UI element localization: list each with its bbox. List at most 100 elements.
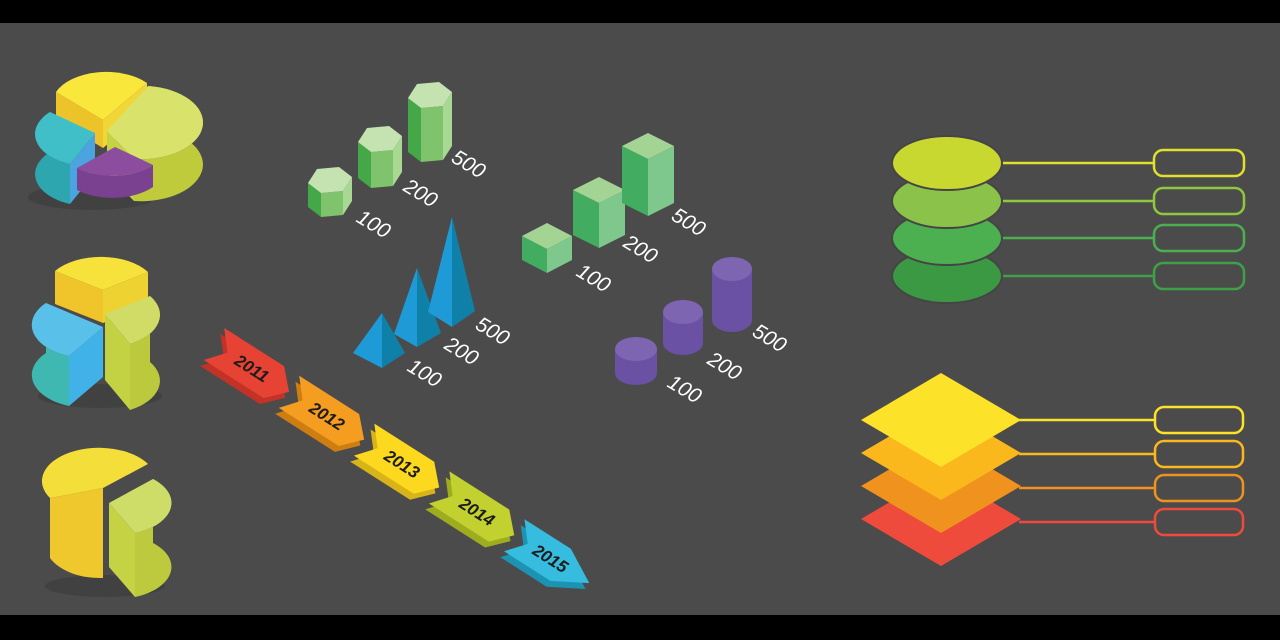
bar-value-label: 500 (447, 146, 489, 184)
pie-slice-green-top (109, 479, 172, 533)
hex-prism-100 (308, 167, 352, 217)
timeline-segment-2015: 2015 (500, 519, 590, 590)
cylinder-bar-chart: 100 200 500 (615, 257, 791, 408)
cylinder-top (615, 337, 657, 361)
cuboid-right-face (547, 236, 572, 273)
pie-slice-blue-top (31, 303, 103, 356)
cuboid-left-face (522, 236, 547, 273)
pie-slice-green-top (105, 296, 160, 344)
callout-box (1153, 439, 1245, 469)
hex-top-face (408, 82, 452, 108)
pie-slice-purple-top (77, 147, 153, 176)
hex-left-face (358, 142, 371, 188)
pie-slice-yellow-wall (50, 488, 103, 579)
cylinder-500 (712, 257, 752, 332)
callout-box (1153, 473, 1245, 503)
disc-layer-1 (891, 135, 1003, 191)
cuboid-200 (573, 177, 625, 248)
segment-arrow (278, 375, 365, 446)
segment-arrow (504, 519, 590, 584)
cylinder-body (712, 269, 752, 332)
cuboid-left-face (622, 146, 648, 216)
hex-front-face (421, 106, 443, 162)
bar-value-label: 500 (748, 320, 790, 358)
timeline-segment-2014: 2014 (425, 471, 515, 548)
pyramid-bar-chart: 100 200 500 (353, 217, 514, 392)
callout-box (1152, 223, 1246, 253)
cylinder-top (663, 300, 703, 324)
pyramid-right-face (382, 313, 405, 368)
hex-prism-bar-chart: 100 200 500 (308, 82, 490, 243)
pyramid-left-face (394, 268, 417, 347)
cuboid-left-face (573, 190, 599, 248)
cylinder-top (712, 257, 752, 281)
segment-arrow (203, 327, 290, 399)
callout-box (1153, 507, 1245, 537)
pyramid-right-face (452, 217, 475, 327)
pyramid-100 (353, 313, 405, 368)
pie-chart-exploded (28, 71, 203, 210)
pie-chart-two-slice (41, 447, 172, 597)
hex-right-face (443, 92, 452, 160)
cylinder-200 (663, 300, 703, 355)
pyramid-right-face (417, 268, 441, 347)
callout-box (1152, 261, 1246, 291)
pyramid-200 (394, 268, 441, 347)
pie-slice-yellow-left-wall (55, 271, 103, 323)
top-letterbox-bar (0, 0, 1280, 23)
hex-front-face (371, 150, 393, 188)
timeline-segment-2011: 2011 (200, 327, 290, 405)
hex-right-face (343, 177, 352, 215)
stacked-discs-diagram (891, 135, 1246, 304)
cylinder-100 (615, 337, 657, 385)
bar-value-label: 100 (572, 260, 614, 298)
bar-value-label: 100 (663, 371, 705, 409)
bottom-letterbox-bar (0, 615, 1280, 640)
cuboid-right-face (599, 190, 625, 248)
pyramid-left-face (353, 313, 382, 368)
pie-slice-green-top (107, 86, 203, 160)
pie-slice-yellow-top (55, 256, 148, 290)
cuboid-top-face (622, 133, 674, 159)
timeline-ribbon: 2011 2012 2013 2014 2015 (200, 327, 590, 590)
hex-top-face (308, 167, 352, 193)
callout-box (1153, 405, 1245, 435)
pie-slice-blue-front (69, 327, 103, 406)
cuboid-500 (622, 133, 674, 216)
hex-right-face (393, 136, 402, 186)
pie-slice-yellow-top (41, 447, 148, 498)
pie-slice-purple-wall (77, 165, 153, 198)
segment-arrow (428, 471, 515, 542)
bar-value-label: 500 (667, 204, 709, 242)
pie-slice-yellow-right-wall (103, 272, 148, 323)
pie-chart-three-slice (31, 256, 162, 410)
pie-slice-green-front (105, 314, 130, 410)
pyramid-left-face (428, 217, 452, 327)
hex-prism-500 (408, 82, 452, 162)
hex-prism-200 (358, 126, 402, 188)
callout-box (1152, 186, 1246, 216)
callout-box (1152, 148, 1246, 178)
timeline-segment-2013: 2013 (350, 423, 440, 500)
stacked-diamonds-diagram (861, 373, 1245, 566)
bar-value-label: 200 (399, 174, 442, 212)
hex-top-face (358, 126, 402, 152)
pie-slice-teal-top (35, 112, 95, 164)
bar-value-label: 200 (440, 332, 483, 370)
bar-value-label: 200 (619, 230, 662, 268)
cuboid-right-face (648, 146, 674, 216)
hex-front-face (321, 191, 343, 217)
timeline-segment-2012: 2012 (275, 375, 365, 452)
pie-slice-yellow-top (56, 71, 147, 120)
cuboid-top-face (573, 177, 625, 203)
cuboid-100 (522, 223, 572, 273)
bar-value-label: 200 (703, 347, 746, 385)
bar-value-label: 500 (471, 313, 513, 351)
pie-slice-green-front (109, 503, 135, 597)
hex-left-face (408, 98, 421, 162)
cylinder-body (663, 312, 703, 355)
pyramid-500 (428, 217, 475, 327)
cuboid-top-face (522, 223, 572, 249)
